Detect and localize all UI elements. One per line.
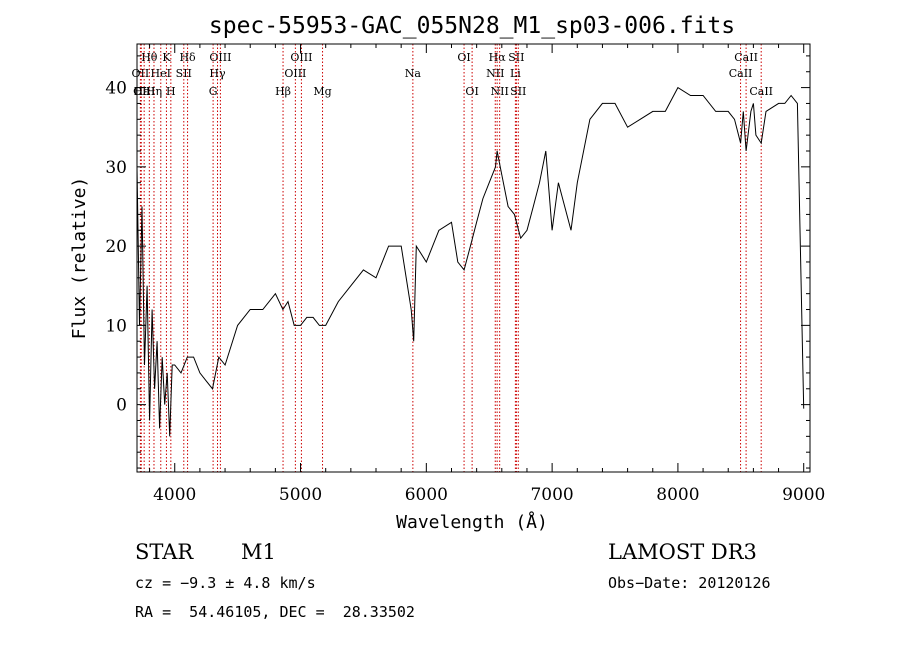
x-tick-label: 6000 <box>405 485 448 505</box>
y-tick-label: 20 <box>105 237 127 257</box>
marker-label: Hδ <box>179 51 196 64</box>
marker-label: OIII <box>209 51 231 64</box>
y-tick-label: 30 <box>105 158 127 178</box>
marker-label: Hη <box>146 85 162 98</box>
marker-label: Na <box>405 67 422 80</box>
survey-name: LAMOST DR3 <box>608 540 757 564</box>
marker-label: NII <box>486 67 504 80</box>
marker-label: HeI <box>151 67 171 80</box>
x-tick-label: 5000 <box>279 485 322 505</box>
chart-title: spec-55953-GAC_055N28_M1_sp03-006.fits <box>209 13 735 39</box>
x-axis-label: Wavelength (Å) <box>396 511 548 533</box>
marker-label: OIII <box>290 51 312 64</box>
object-subclass: M1 <box>241 540 276 564</box>
y-axis: 0 10 20 30 40 <box>105 55 810 469</box>
marker-label: OII <box>132 67 150 80</box>
coordinates: RA = 54.46105, DEC = 28.33502 <box>135 603 415 621</box>
x-tick-label: 7000 <box>530 485 573 505</box>
marker-label: Hγ <box>209 67 226 80</box>
x-axis: 4000 5000 6000 7000 8000 9000 <box>149 44 825 505</box>
x-tick-label: 9000 <box>782 485 825 505</box>
x-tick-label: 8000 <box>656 485 699 505</box>
y-tick-label: 0 <box>116 396 127 416</box>
y-tick-label: 10 <box>105 316 127 336</box>
marker-label: SII <box>508 51 524 64</box>
spectrum-line <box>136 86 805 437</box>
y-tick-label: 40 <box>105 79 127 99</box>
spectrum-series <box>136 86 805 437</box>
marker-label: Hα <box>489 51 507 64</box>
marker-label: G <box>209 85 218 98</box>
redshift-cz: cz = −9.3 ± 4.8 km/s <box>135 574 316 592</box>
marker-label: Mg <box>313 85 331 98</box>
marker-label: Hε <box>134 85 150 98</box>
marker-label: SII <box>176 67 192 80</box>
marker-label: Hβ <box>275 85 291 98</box>
observation-date: Obs−Date: 20120126 <box>608 574 771 592</box>
marker-label: CaII <box>749 85 773 98</box>
marker-label: OI <box>457 51 470 64</box>
marker-label: CaII <box>734 51 758 64</box>
x-tick-label: 4000 <box>153 485 196 505</box>
object-type: STAR <box>135 540 194 564</box>
plot-frame <box>136 43 811 473</box>
marker-label: H <box>166 85 176 98</box>
marker-label: SII <box>510 85 526 98</box>
marker-label: Hθ <box>141 51 158 64</box>
marker-label: OI <box>465 85 478 98</box>
marker-label: CaII <box>729 67 753 80</box>
marker-label: OIII <box>133 85 155 98</box>
marker-label: K <box>162 51 171 64</box>
marker-label: NII <box>491 85 509 98</box>
marker-label: OIII <box>284 67 306 80</box>
marker-label: Li <box>510 67 521 80</box>
y-axis-label: Flux (relative) <box>69 177 90 340</box>
